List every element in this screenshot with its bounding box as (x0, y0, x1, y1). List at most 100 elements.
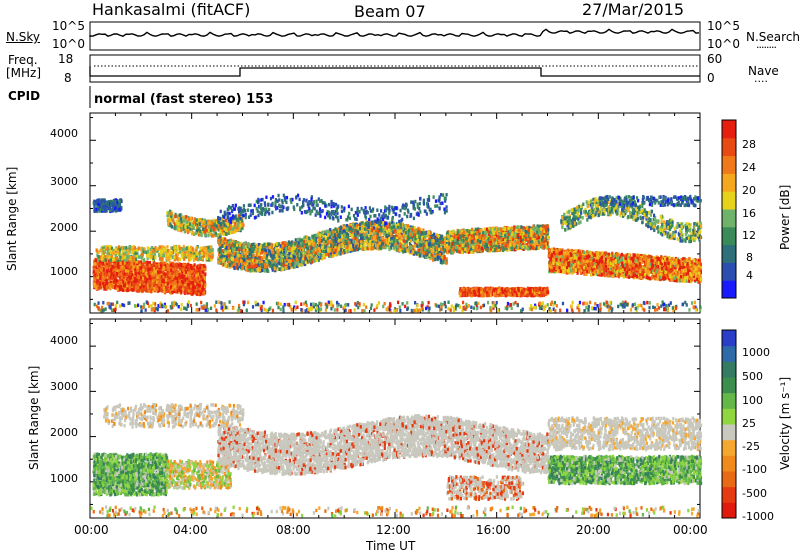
power-cell (111, 250, 115, 255)
power-cell (139, 285, 142, 290)
power-cell (154, 255, 157, 260)
power-cell (192, 247, 195, 252)
power-cell (191, 276, 194, 280)
power-cell (93, 276, 96, 281)
power-cell (116, 262, 119, 266)
power-cell (121, 270, 125, 274)
power-cell (144, 288, 147, 292)
power-cell (148, 289, 151, 293)
power-cell (132, 257, 135, 262)
power-cell (226, 222, 230, 227)
freq-label-2: [MHz] (6, 66, 41, 80)
nave-label: Nave (748, 64, 779, 78)
power-cell (172, 267, 175, 271)
power-cell (116, 249, 120, 254)
power-cell (199, 265, 202, 269)
power-cell (93, 199, 96, 204)
power-cell (179, 223, 182, 228)
power-cell (189, 275, 192, 280)
power-cell (166, 248, 170, 253)
power-cell (175, 256, 178, 261)
power-cell (122, 280, 125, 284)
power-cell (99, 271, 103, 276)
power-cell (153, 287, 156, 291)
power-cell (111, 209, 114, 213)
power-cell (95, 248, 98, 253)
vel-cbar-tick-minus25: -25 (742, 440, 760, 453)
power-cell (127, 255, 130, 259)
power-cbar-tick-20: 20 (742, 184, 756, 197)
power-cell (121, 255, 124, 259)
power-cell (194, 269, 197, 273)
power-ytick-3000: 3000 (50, 175, 78, 188)
power-cell (178, 282, 181, 287)
power-cell (126, 258, 129, 262)
power-cell (164, 248, 167, 253)
power-cell (168, 273, 171, 277)
power-cell (97, 250, 100, 255)
power-cell (117, 281, 120, 286)
power-cell (207, 233, 210, 238)
power-cell (231, 227, 235, 231)
xtick-5: 20:00 (576, 523, 611, 537)
power-cell (203, 246, 206, 251)
power-cell (167, 267, 170, 272)
power-cell (140, 288, 143, 293)
power-cell (193, 258, 196, 262)
power-cbar-tick-16: 16 (742, 207, 756, 220)
power-cell (209, 228, 212, 233)
power-cell (109, 285, 112, 290)
power-cell (92, 269, 95, 274)
power-cell (170, 225, 174, 229)
power-cell (169, 256, 172, 261)
power-cell (103, 287, 106, 291)
power-cell (166, 281, 170, 286)
power-cell (135, 254, 139, 259)
xtick-0: 00:00 (74, 523, 109, 537)
power-cell (201, 278, 204, 283)
vel-ytick-3000: 3000 (50, 380, 78, 393)
power-cell (152, 249, 155, 253)
power-cell (207, 221, 210, 226)
vel-cbar-tick-25: 25 (742, 417, 756, 430)
power-cell (113, 270, 116, 275)
power-cell (187, 279, 190, 283)
power-cell (271, 246, 274, 250)
power-cell (177, 263, 180, 268)
power-cell (146, 249, 149, 254)
freq-right-tick-bottom: 0 (707, 71, 715, 85)
power-cell (118, 199, 121, 204)
power-cell (96, 198, 99, 203)
power-cell (126, 287, 129, 291)
power-cell (156, 275, 159, 279)
power-cell (182, 218, 186, 223)
power-cell (225, 228, 228, 232)
power-cell (202, 220, 206, 224)
xtick-2: 08:00 (276, 523, 311, 537)
date-title: 27/Mar/2015 (582, 0, 684, 19)
power-cell (109, 249, 112, 254)
power-cell (198, 253, 201, 257)
power-cell (177, 227, 181, 232)
power-cell (129, 271, 132, 276)
power-cell (200, 233, 203, 238)
power-cell (185, 289, 188, 293)
power-cell (187, 258, 191, 262)
power-cell (191, 286, 195, 291)
power-cell (161, 257, 164, 261)
power-cell (163, 286, 166, 291)
power-cell (156, 287, 159, 291)
power-cell (105, 272, 108, 277)
power-cell (108, 245, 112, 249)
power-cell (195, 218, 198, 222)
power-cell (106, 255, 109, 259)
power-cell (178, 257, 182, 262)
power-cell (174, 245, 177, 250)
power-cell (102, 281, 105, 286)
power-cell (137, 289, 140, 293)
power-cell (126, 250, 130, 255)
power-cell (93, 204, 96, 208)
power-cell (161, 279, 164, 284)
power-cbar-tick-24: 24 (742, 161, 756, 174)
